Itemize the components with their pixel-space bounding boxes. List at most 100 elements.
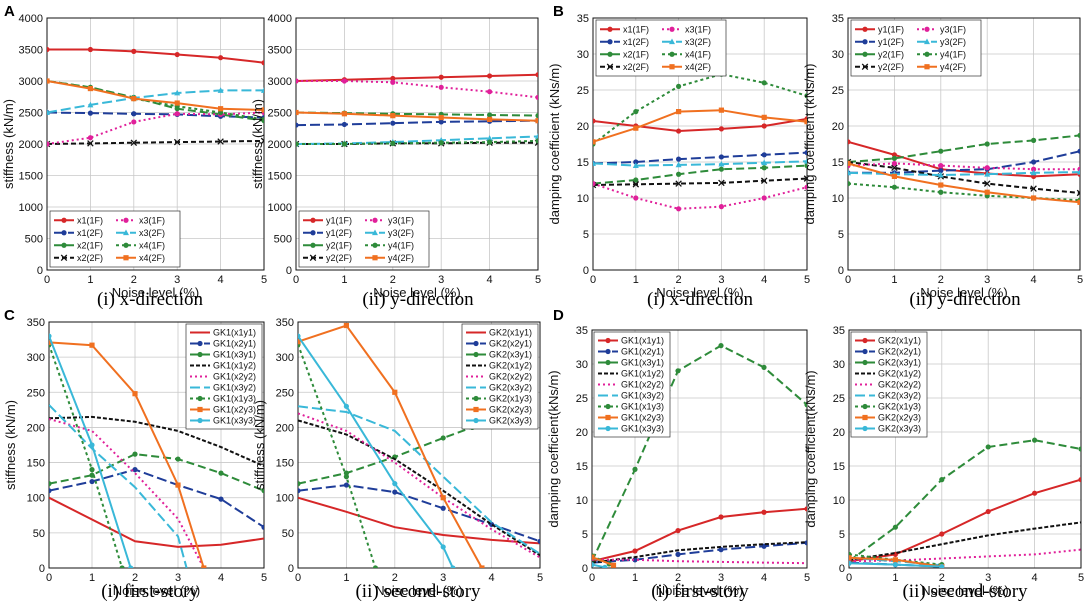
- panel-caption: (ii) y-direction: [909, 289, 1021, 310]
- data-point: [298, 488, 301, 494]
- data-point: [87, 110, 93, 116]
- legend-entry: y3(1F): [388, 215, 414, 225]
- y-tick-label: 2000: [19, 139, 43, 151]
- y-tick-label: 500: [274, 234, 292, 246]
- data-point: [891, 173, 897, 179]
- series-line-GK2(x1y3): [298, 344, 377, 568]
- y-tick-label: 30: [832, 49, 844, 61]
- data-point: [593, 139, 596, 145]
- data-point: [440, 544, 446, 550]
- data-point: [760, 177, 768, 184]
- legend-marker: [197, 340, 203, 347]
- legend-marker: [605, 403, 611, 410]
- data-point: [761, 114, 767, 120]
- data-point: [761, 165, 767, 171]
- data-point: [174, 89, 181, 96]
- x-tick-label: 1: [892, 572, 898, 584]
- legend-entry: y3(1F): [940, 24, 966, 34]
- x-tick-label: 1: [891, 274, 897, 286]
- data-point: [535, 113, 538, 119]
- data-point: [174, 111, 180, 117]
- y-tick-label: 3500: [19, 45, 43, 57]
- legend-entry: x3(1F): [139, 215, 165, 225]
- series-line-y3(1F): [296, 80, 538, 99]
- data-point: [848, 181, 851, 187]
- x-tick-label: 2: [392, 572, 398, 584]
- legend-marker: [372, 229, 378, 236]
- data-point: [761, 152, 767, 158]
- data-point: [891, 184, 898, 190]
- data-point: [261, 524, 264, 530]
- data-point: [440, 505, 446, 511]
- legend-entry: x1(2F): [623, 37, 649, 47]
- data-point: [201, 565, 207, 568]
- data-point: [610, 562, 617, 568]
- y-tick-label: 3000: [268, 76, 292, 88]
- series-line-y4(1F): [296, 139, 538, 145]
- x-tick-label: 2: [390, 274, 396, 286]
- y-tick-label: 10: [577, 193, 589, 205]
- data-point: [487, 112, 493, 118]
- legend-entry: x2(2F): [623, 62, 649, 72]
- x-axis-label: Noise level (%): [920, 285, 1007, 300]
- chart-C1: 0 50 100 150 200 250 300 350 0 1 2 3 4 5 Noise level (…: [3, 317, 267, 602]
- data-point: [675, 161, 682, 168]
- y-tick-label: 200: [27, 422, 45, 434]
- data-point: [632, 181, 640, 188]
- data-point: [761, 159, 768, 166]
- data-point: [131, 119, 137, 125]
- chart-A1: 0 500 1000 1500 2000 2500 3000 3500 4000 0 1 2 3 4 5 No…: [1, 13, 267, 310]
- x-axis-label: Noise level (%): [112, 285, 199, 300]
- data-point: [938, 148, 944, 154]
- series-line-GK2(x2y3): [298, 324, 483, 568]
- legend-marker: [669, 51, 675, 57]
- y-tick-label: 15: [577, 157, 589, 169]
- legend-entry: GK2(x3y2): [878, 391, 921, 401]
- data-point: [131, 96, 137, 102]
- y-tick-label: 0: [286, 265, 292, 277]
- legend: x1(1F) x1(2F) x2(1F) x2(2F) x3(1F) x3(2F) x4(1…: [595, 19, 727, 77]
- y-tick-label: 5: [582, 529, 588, 541]
- x-tick-label: 4: [218, 572, 224, 584]
- panel-caption: (ii) second-story: [902, 581, 1028, 602]
- y-tick-label: 250: [27, 387, 45, 399]
- data-point: [174, 51, 180, 58]
- data-point: [343, 322, 349, 329]
- x-tick-label: 0: [589, 572, 595, 584]
- data-point: [804, 506, 807, 512]
- x-tick-label: 5: [804, 572, 810, 584]
- x-tick-label: 4: [489, 572, 495, 584]
- data-point: [343, 474, 349, 480]
- data-point: [87, 135, 93, 141]
- data-point: [804, 119, 807, 125]
- legend-marker: [862, 348, 868, 355]
- data-point: [390, 113, 396, 119]
- y-tick-label: 0: [583, 265, 589, 277]
- data-point: [298, 339, 301, 345]
- x-tick-label: 0: [44, 274, 50, 286]
- x-tick-label: 0: [846, 572, 852, 584]
- series-line-GK1(x2y1): [49, 468, 264, 529]
- y-tick-label: 0: [838, 265, 844, 277]
- x-tick-label: 3: [984, 274, 990, 286]
- y-tick-label: 0: [37, 265, 43, 277]
- data-point: [718, 160, 725, 167]
- data-point: [392, 489, 398, 495]
- y-tick-label: 50: [282, 528, 294, 540]
- legend-marker: [924, 38, 930, 45]
- data-point: [296, 109, 299, 116]
- series-line-x2(2F): [47, 139, 264, 145]
- data-point: [718, 107, 724, 113]
- data-point: [47, 46, 50, 53]
- data-point: [130, 139, 138, 146]
- legend-entry: GK1(x1y1): [621, 336, 664, 346]
- legend-entry: GK1(x3y3): [213, 416, 256, 426]
- series-line-x3(2F): [47, 89, 264, 114]
- series-line-GK1(x1y1): [592, 507, 807, 563]
- legend-marker: [862, 39, 868, 45]
- series-line-x4(1F): [593, 73, 807, 145]
- legend-entry: GK2(x3y3): [489, 416, 532, 426]
- plot-frame: [297, 321, 541, 569]
- series-line-GK2(x1y2): [298, 419, 540, 557]
